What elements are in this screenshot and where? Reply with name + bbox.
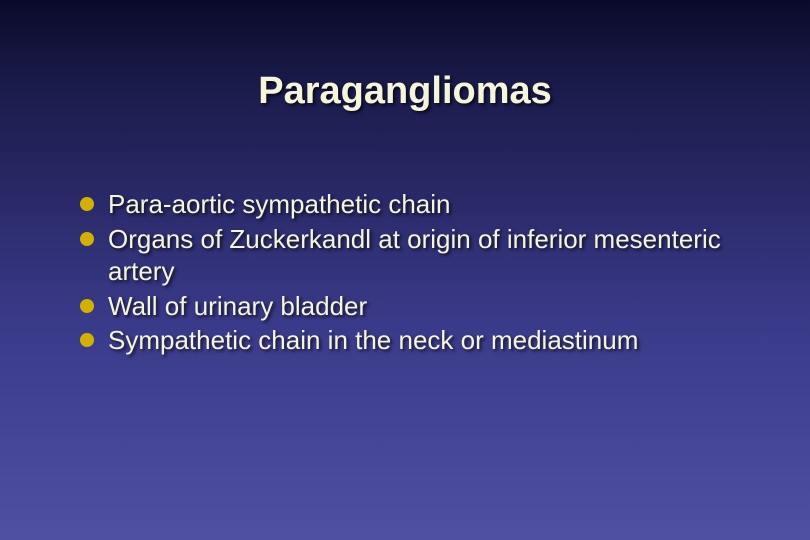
slide-title: Paragangliomas [50, 70, 760, 113]
list-item: Sympathetic chain in the neck or mediast… [80, 324, 760, 357]
slide: Paragangliomas Para-aortic sympathetic c… [0, 0, 810, 540]
bullet-icon [80, 197, 94, 211]
bullet-text: Organs of Zuckerkandl at origin of infer… [108, 223, 760, 288]
bullet-text: Sympathetic chain in the neck or mediast… [108, 324, 638, 357]
bullet-text: Wall of urinary bladder [108, 290, 367, 323]
list-item: Wall of urinary bladder [80, 290, 760, 323]
list-item: Para-aortic sympathetic chain [80, 188, 760, 221]
bullet-list: Para-aortic sympathetic chain Organs of … [50, 188, 760, 357]
bullet-text: Para-aortic sympathetic chain [108, 188, 450, 221]
list-item: Organs of Zuckerkandl at origin of infer… [80, 223, 760, 288]
bullet-icon [80, 333, 94, 347]
bullet-icon [80, 232, 94, 246]
bullet-icon [80, 299, 94, 313]
